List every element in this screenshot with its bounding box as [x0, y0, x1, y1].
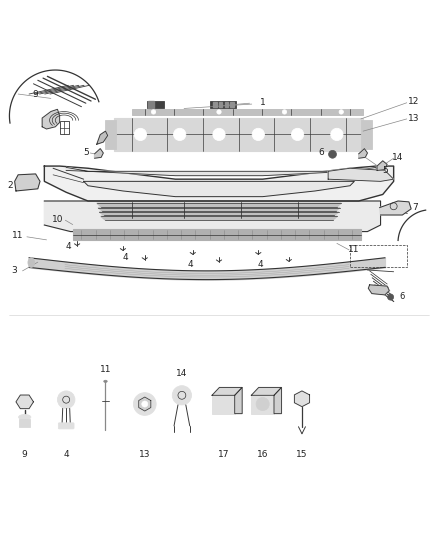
Polygon shape — [274, 387, 282, 414]
Circle shape — [151, 110, 155, 114]
Circle shape — [134, 393, 156, 415]
Text: 6: 6 — [399, 292, 405, 301]
Text: 4: 4 — [66, 243, 71, 252]
Text: 6: 6 — [319, 148, 325, 157]
Text: 11: 11 — [100, 365, 111, 374]
Bar — [212, 395, 235, 414]
Text: 5: 5 — [382, 166, 388, 175]
Text: 15: 15 — [296, 450, 308, 459]
Text: 4: 4 — [188, 260, 194, 269]
Circle shape — [213, 128, 225, 141]
Circle shape — [291, 128, 304, 141]
Circle shape — [172, 386, 191, 405]
Bar — [230, 102, 234, 107]
Text: 12: 12 — [408, 98, 419, 107]
Polygon shape — [294, 391, 310, 407]
Circle shape — [173, 128, 186, 141]
Text: 4: 4 — [258, 260, 263, 269]
Circle shape — [142, 401, 148, 407]
Text: 4: 4 — [122, 253, 128, 262]
Text: 13: 13 — [407, 114, 419, 123]
Bar — [114, 118, 363, 151]
Bar — [219, 102, 223, 107]
Circle shape — [256, 398, 269, 410]
Text: 17: 17 — [218, 450, 229, 459]
Text: 9: 9 — [33, 90, 39, 99]
Polygon shape — [101, 216, 337, 220]
Polygon shape — [377, 161, 387, 171]
Polygon shape — [66, 167, 376, 176]
Polygon shape — [368, 285, 389, 295]
Bar — [106, 120, 117, 149]
Circle shape — [328, 150, 336, 158]
Circle shape — [283, 110, 287, 114]
Text: 9: 9 — [22, 450, 28, 459]
Polygon shape — [99, 212, 339, 215]
Text: 10: 10 — [52, 215, 63, 224]
Circle shape — [217, 110, 221, 114]
Polygon shape — [97, 131, 108, 144]
Text: 1: 1 — [260, 98, 265, 107]
Text: 14: 14 — [392, 153, 404, 162]
Circle shape — [388, 294, 394, 300]
Text: 4: 4 — [64, 450, 69, 459]
Bar — [148, 101, 153, 108]
Text: 16: 16 — [257, 450, 268, 459]
Polygon shape — [42, 109, 60, 129]
Ellipse shape — [104, 380, 107, 382]
Text: 13: 13 — [139, 450, 151, 459]
Polygon shape — [212, 387, 242, 395]
Polygon shape — [97, 203, 341, 207]
Bar — [132, 109, 363, 116]
Ellipse shape — [18, 415, 31, 420]
Polygon shape — [380, 201, 411, 215]
Circle shape — [57, 391, 75, 408]
Polygon shape — [359, 149, 367, 158]
Bar — [210, 101, 237, 108]
Polygon shape — [95, 149, 103, 158]
Circle shape — [252, 128, 265, 141]
Text: 11: 11 — [348, 245, 359, 254]
FancyBboxPatch shape — [58, 423, 74, 429]
Text: 7: 7 — [413, 203, 418, 212]
Polygon shape — [251, 387, 282, 395]
Bar — [361, 120, 372, 149]
Bar — [251, 395, 274, 414]
Bar — [213, 102, 217, 107]
Text: 14: 14 — [176, 369, 187, 378]
Bar — [225, 102, 228, 107]
Circle shape — [134, 128, 147, 141]
Bar — [147, 101, 163, 108]
Polygon shape — [14, 174, 40, 191]
Polygon shape — [44, 201, 381, 231]
Polygon shape — [98, 207, 340, 211]
Ellipse shape — [28, 258, 35, 268]
Polygon shape — [44, 166, 394, 201]
Bar — [73, 229, 361, 240]
Text: 2: 2 — [7, 181, 13, 190]
Bar — [350, 245, 407, 268]
Polygon shape — [84, 181, 354, 197]
Text: 11: 11 — [12, 231, 24, 240]
Text: 5: 5 — [83, 149, 89, 157]
Polygon shape — [139, 397, 151, 411]
Polygon shape — [16, 395, 33, 409]
Circle shape — [331, 128, 343, 141]
Text: 3: 3 — [11, 266, 17, 276]
Bar — [60, 121, 69, 134]
Circle shape — [339, 110, 343, 114]
Bar — [19, 419, 30, 427]
Polygon shape — [235, 387, 242, 414]
Polygon shape — [328, 168, 394, 181]
